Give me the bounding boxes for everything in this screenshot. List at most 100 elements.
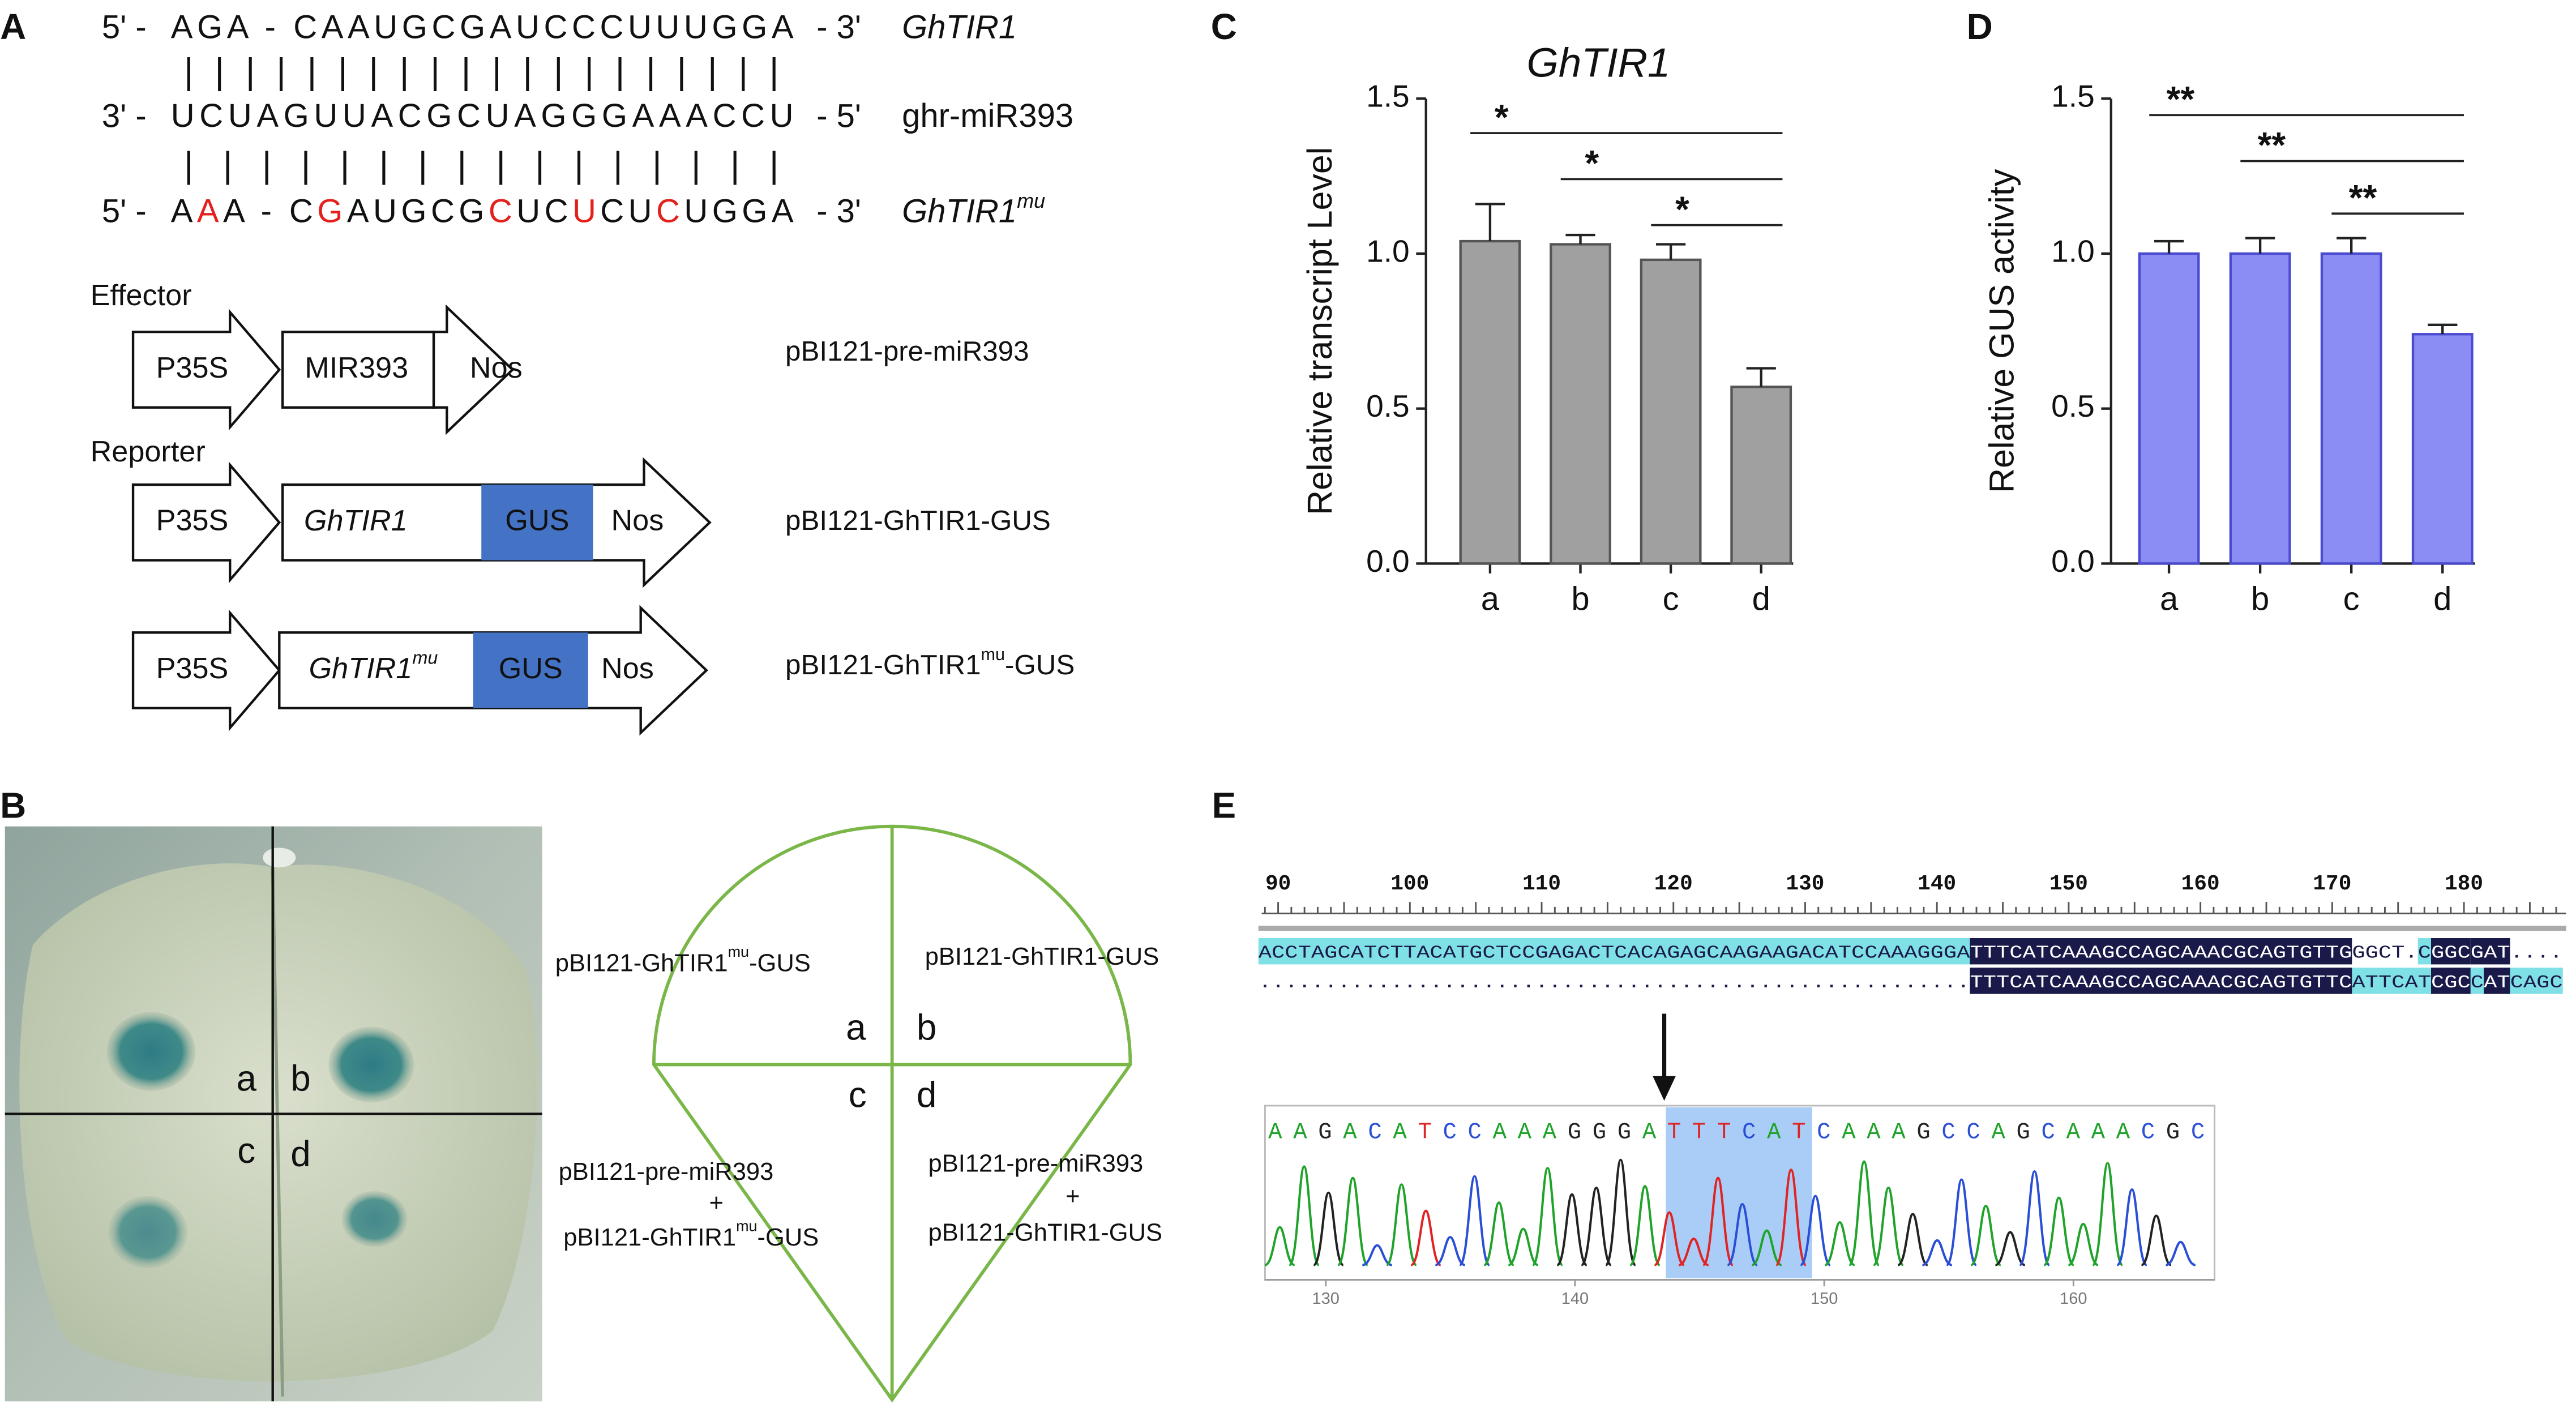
trace-peak	[1362, 1244, 1393, 1266]
x-tick-label: a	[2160, 580, 2179, 617]
trace-peak	[2091, 1162, 2124, 1266]
reporter-box	[481, 485, 593, 560]
x-tick-label: c	[2343, 580, 2360, 617]
base: A	[1867, 1119, 1881, 1145]
gus-spot	[106, 1012, 196, 1091]
reporter-label: GUS	[505, 504, 569, 537]
text-run: G	[317, 193, 343, 230]
construct-name: pBI121-pre-miR393	[785, 336, 1029, 367]
trace-peak	[1970, 1204, 2001, 1266]
base: G	[1568, 1119, 1581, 1145]
sequence-name: ghr-miR393	[902, 97, 1073, 134]
base-pairing: | | | | | | | | | | | | | | | | | | | |	[184, 51, 778, 92]
base: A	[1642, 1119, 1657, 1145]
alignment-sequence: TTTCATCAAAGCCAGCAAACGCAGTGTTG	[1970, 943, 2352, 964]
gus-spot	[108, 1196, 187, 1269]
y-tick-label: 1.5	[2051, 79, 2095, 114]
alignment-block	[1258, 968, 1970, 994]
y-tick-label: 0.5	[1366, 388, 1410, 423]
text-run: mu	[736, 1218, 757, 1235]
text-run: pBI121-pre-miR393	[785, 336, 1029, 367]
ruler-label: 180	[2445, 872, 2483, 896]
prime-end: 5' -	[102, 9, 147, 46]
significance-label: **	[2167, 79, 2195, 119]
alignment-sequence: CAGC	[2510, 972, 2563, 993]
text-run: pBI121-GhTIR1	[563, 1224, 736, 1251]
panel-label: E	[1212, 785, 1236, 826]
trace-peak	[1604, 1158, 1637, 1266]
base: C	[1468, 1119, 1482, 1145]
alignment-block	[2510, 968, 2563, 994]
panel-label: C	[1211, 6, 1237, 47]
panel-label: D	[1967, 6, 1993, 47]
quadrant-label: a	[237, 1058, 257, 1098]
section-label: Effector	[91, 279, 192, 312]
text-run: A	[197, 193, 219, 230]
prime-end: - 3'	[816, 193, 861, 230]
y-tick-label: 0.0	[1366, 543, 1410, 579]
text-run: pBI121-pre-miR393	[559, 1158, 774, 1185]
text-run: A - C	[223, 193, 313, 230]
trace-peak	[1800, 1195, 1831, 1266]
trace-peak	[1629, 1185, 1661, 1266]
base: A	[1393, 1119, 1407, 1145]
construct-name: pBI121-GhTIR1mu-GUS	[785, 645, 1075, 681]
alignment-block	[2352, 938, 2418, 965]
bar	[1550, 243, 1611, 565]
ruler-label: 90	[1265, 872, 1291, 896]
trace-peak	[1873, 1187, 1904, 1266]
alignment-block	[2417, 938, 2432, 965]
text-run: pBI121-GhTIR1	[785, 649, 981, 681]
gus-spot	[341, 1191, 408, 1247]
ruler-label: 120	[1654, 872, 1693, 896]
base: G	[2017, 1119, 2030, 1145]
base: C	[2191, 1119, 2205, 1145]
arrow-head	[1653, 1076, 1676, 1101]
sequence: UCUAGUUACGCUAGGGAAACCU	[171, 97, 794, 134]
base: C	[2141, 1119, 2155, 1145]
alignment-block	[1970, 938, 2352, 965]
alignment-block	[2510, 938, 2563, 965]
trace-peak	[2141, 1214, 2172, 1266]
prime-end: - 5'	[816, 97, 861, 134]
base: G	[2166, 1119, 2180, 1145]
trace-peak	[1946, 1178, 1977, 1266]
base: A	[1493, 1119, 1507, 1145]
alignment-sequence: GGC	[2431, 943, 2471, 964]
leaf-outline	[652, 824, 1132, 1403]
trace-peak	[1264, 1226, 1295, 1266]
reporter-label: GUS	[499, 652, 563, 685]
treatment-label: +	[709, 1189, 723, 1217]
text-run: GhTIR1	[902, 9, 1017, 46]
text-run: +	[709, 1189, 723, 1217]
base: C	[1941, 1119, 1955, 1145]
section-label: Reporter	[91, 435, 206, 468]
trace-peak	[1922, 1239, 1953, 1266]
text-run: mu	[412, 647, 438, 667]
significance-label: **	[2349, 177, 2377, 218]
trace-peak	[2116, 1188, 2147, 1266]
gus-spot	[328, 1026, 414, 1103]
base: C	[1443, 1119, 1456, 1145]
ruler-label: 170	[2313, 872, 2351, 896]
ruler-label: 160	[2181, 872, 2220, 896]
trace-peak	[1848, 1160, 1880, 1266]
alignment-sequence: AT	[2484, 972, 2510, 993]
trace-axis-label: 160	[2060, 1290, 2087, 1308]
promoter-arrow	[131, 461, 281, 584]
text-run: C	[489, 193, 512, 230]
x-tick-label: a	[1481, 580, 1500, 617]
text-run: CU	[600, 193, 652, 230]
alignment-sequence: ........................................…	[1259, 972, 1970, 993]
ruler-label: 150	[2049, 872, 2088, 896]
alignment-sequence: C	[2471, 972, 2484, 993]
text-run: pBI121-GhTIR1-GUS	[785, 505, 1051, 536]
treatment-label: pBI121-pre-miR393	[928, 1150, 1144, 1177]
y-tick-label: 1.0	[2051, 233, 2095, 268]
base: C	[1966, 1119, 1980, 1145]
text-run: -GUS	[749, 949, 811, 977]
promoter-label: P35S	[156, 504, 229, 537]
trace-peak	[1824, 1221, 1855, 1266]
